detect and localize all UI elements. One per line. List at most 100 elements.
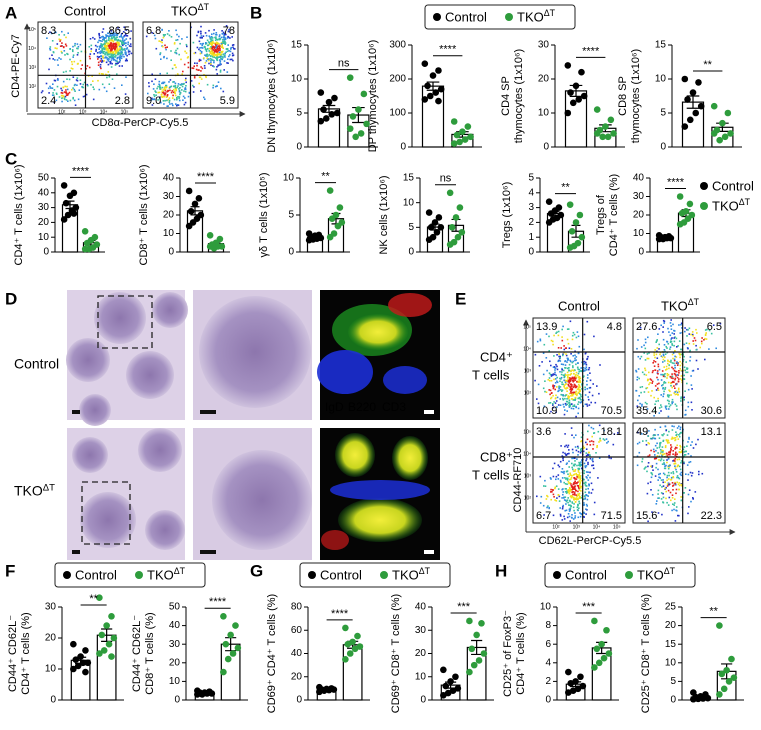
flow-event [230, 51, 232, 53]
flow-event [590, 387, 592, 389]
flow-event [606, 438, 608, 440]
flow-event [106, 91, 108, 93]
flow-event [584, 370, 586, 372]
flow-event [120, 57, 122, 59]
data-point [687, 117, 694, 124]
flow-event [637, 465, 639, 467]
flow-event [571, 489, 573, 491]
flow-event [687, 513, 689, 515]
flow-event [586, 364, 588, 366]
flow-event [580, 367, 582, 369]
flow-event [555, 382, 557, 384]
flow-event [100, 66, 102, 68]
flow-event [690, 334, 692, 336]
flow-event [580, 394, 582, 396]
flow-event [220, 63, 222, 65]
y-tick-label: 5 [670, 676, 676, 687]
flow-event [122, 45, 124, 47]
follicle [145, 510, 185, 550]
flow-event [686, 367, 688, 369]
flow-event [648, 430, 650, 432]
flow-event [695, 340, 697, 342]
flow-event [578, 501, 580, 503]
flow-event [708, 348, 710, 350]
flow-event [72, 49, 74, 51]
flow-event [163, 103, 165, 105]
flow-event [563, 497, 565, 499]
flow-event [572, 469, 574, 471]
flow-event [203, 35, 205, 37]
legend-label: Control [565, 567, 607, 582]
flow-event [111, 59, 113, 61]
flow-event [201, 78, 203, 80]
flow-event [587, 475, 589, 477]
flow-event [176, 97, 178, 99]
flow-event [219, 36, 221, 38]
flow-event [200, 33, 202, 35]
flow-event [75, 104, 77, 106]
flow-event [172, 97, 174, 99]
flow-event [666, 453, 668, 455]
follicle [126, 351, 174, 399]
flow-event [686, 342, 688, 344]
flow-event [566, 501, 568, 503]
y-tick-label: 10 [163, 228, 175, 239]
flow-event [105, 57, 107, 59]
data-point [716, 137, 723, 144]
flow-event [650, 395, 652, 397]
flow-event [574, 477, 576, 479]
flow-event [206, 60, 208, 62]
flow-event [169, 103, 171, 105]
flow-event [635, 370, 637, 372]
flow-event [638, 368, 640, 370]
flow-event [680, 427, 682, 429]
flow-event [581, 480, 583, 482]
data-point [106, 641, 113, 648]
flow-event [670, 394, 672, 396]
flow-event [185, 91, 187, 93]
flow-event [77, 43, 79, 45]
x-tick-label: 10⁴ [100, 109, 108, 115]
flow-event [160, 52, 162, 54]
flow-event [678, 438, 680, 440]
flow-event [99, 56, 101, 58]
flow-event [568, 343, 570, 345]
quadrant-percent: 78 [223, 25, 235, 37]
flow-event [114, 51, 116, 53]
data-point [684, 96, 691, 103]
flow-event [41, 92, 43, 94]
flow-event [674, 465, 676, 467]
flow-event [577, 375, 579, 377]
flow-event [549, 372, 551, 374]
flow-event [559, 357, 561, 359]
flow-event [679, 445, 681, 447]
flow-event [679, 391, 681, 393]
flow-event [641, 356, 643, 358]
histology-images [66, 290, 440, 560]
flow-event [213, 55, 215, 57]
flow-event [669, 451, 671, 453]
flow-event [163, 89, 165, 91]
flow-event [562, 505, 564, 507]
legend-marker [553, 571, 561, 579]
flow-event [571, 378, 573, 380]
flow-event [673, 330, 675, 332]
data-point [306, 237, 313, 244]
flow-event [92, 80, 94, 82]
flow-event [685, 372, 687, 374]
follicle [72, 437, 108, 473]
data-point [438, 86, 445, 93]
flow-event [585, 442, 587, 444]
flow-event [575, 375, 577, 377]
flow-event [220, 70, 222, 72]
flow-event [655, 341, 657, 343]
flow-event [688, 438, 690, 440]
flow-event [573, 499, 575, 501]
flow-event [671, 343, 673, 345]
flow-event [574, 512, 576, 514]
flow-event [222, 57, 224, 59]
flow-event [128, 50, 130, 52]
flow-event [124, 50, 126, 52]
flow-event [572, 405, 574, 407]
flow-event [567, 368, 569, 370]
